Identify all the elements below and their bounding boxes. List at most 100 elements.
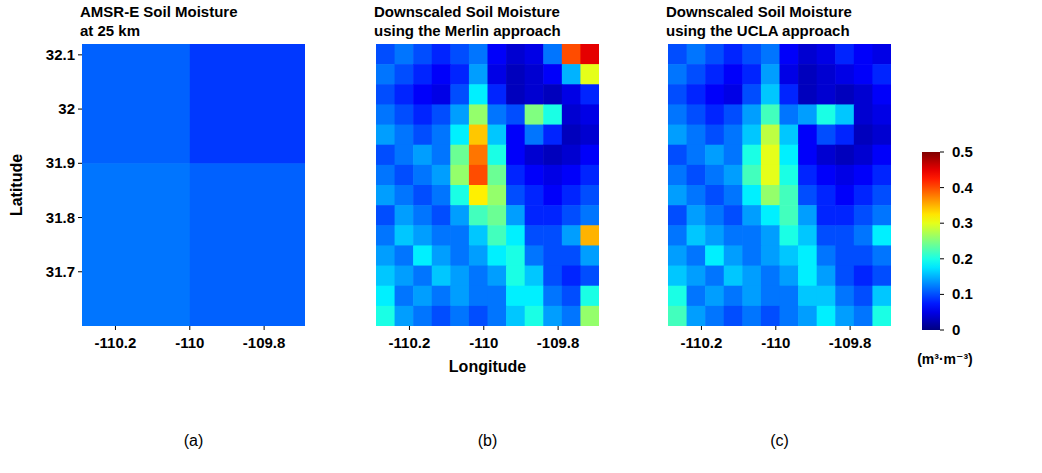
cell — [562, 266, 581, 287]
cell — [506, 225, 525, 246]
cells — [376, 44, 599, 326]
cell — [525, 64, 544, 85]
cell — [854, 245, 873, 266]
cell — [376, 44, 395, 65]
cell — [376, 185, 395, 206]
cell — [742, 165, 761, 186]
cell — [395, 84, 414, 105]
cell — [376, 145, 395, 166]
cell — [488, 104, 507, 125]
y-tick-label: 31.9 — [46, 154, 75, 171]
x-tick-label: -110.2 — [681, 334, 723, 351]
cell — [432, 225, 451, 246]
cell — [580, 44, 599, 65]
cell — [780, 44, 799, 65]
cell — [835, 245, 854, 266]
cell — [798, 44, 817, 65]
cell — [780, 165, 799, 186]
cell — [780, 84, 799, 105]
colorbar: 00.10.20.30.40.5(m³·m⁻³) — [917, 143, 973, 367]
cell — [668, 165, 687, 186]
cell — [705, 104, 724, 125]
cell — [817, 306, 836, 326]
cell — [798, 104, 817, 125]
cell — [668, 125, 687, 146]
x-tick — [115, 326, 116, 330]
colorbar-tick-label: 0 — [952, 321, 960, 338]
cell — [562, 145, 581, 166]
cell — [450, 44, 469, 65]
cell — [413, 286, 432, 307]
cell — [562, 104, 581, 125]
cell — [413, 225, 432, 246]
cell — [854, 165, 873, 186]
cell — [854, 104, 873, 125]
cell — [395, 64, 414, 85]
cell — [506, 44, 525, 65]
x-tick — [558, 326, 559, 330]
cell — [580, 185, 599, 206]
cell — [872, 44, 891, 65]
cell — [780, 286, 799, 307]
cell — [580, 84, 599, 105]
cell — [469, 64, 488, 85]
cell — [872, 266, 891, 287]
cell — [724, 165, 743, 186]
cell — [506, 245, 525, 266]
cell — [450, 84, 469, 105]
cell — [432, 165, 451, 186]
cell — [432, 286, 451, 307]
y-tick — [78, 163, 82, 164]
cell — [854, 225, 873, 246]
cell — [395, 245, 414, 266]
x-tick — [701, 326, 702, 330]
cell — [742, 84, 761, 105]
cell — [835, 84, 854, 105]
cell — [82, 163, 190, 326]
cell — [798, 205, 817, 226]
cell — [525, 84, 544, 105]
cell — [742, 286, 761, 307]
cell — [761, 225, 780, 246]
cell — [395, 185, 414, 206]
cell — [687, 185, 706, 206]
cell — [488, 64, 507, 85]
cell — [687, 165, 706, 186]
title-line: using the Merlin approach — [374, 22, 561, 39]
cell — [562, 306, 581, 326]
cell — [687, 84, 706, 105]
cell — [742, 205, 761, 226]
cell — [525, 104, 544, 125]
cell — [872, 205, 891, 226]
cell — [817, 266, 836, 287]
cell — [413, 245, 432, 266]
cell — [835, 185, 854, 206]
cell — [780, 125, 799, 146]
cell — [705, 306, 724, 326]
panel-label: (c) — [770, 432, 789, 449]
x-tick-label: -110 — [469, 334, 498, 351]
cell — [525, 205, 544, 226]
panel: -110.2-110-109.8Downscaled Soil Moisture… — [374, 3, 600, 449]
cell — [668, 245, 687, 266]
cell — [724, 205, 743, 226]
cell — [687, 306, 706, 326]
cell — [761, 286, 780, 307]
cell — [543, 286, 562, 307]
cell — [872, 286, 891, 307]
cell — [872, 145, 891, 166]
x-tick — [483, 326, 484, 330]
cell — [488, 44, 507, 65]
cell — [580, 306, 599, 326]
cell — [668, 64, 687, 85]
cell — [432, 44, 451, 65]
cell — [376, 306, 395, 326]
cell — [562, 84, 581, 105]
cell — [395, 286, 414, 307]
cell — [413, 306, 432, 326]
y-tick-label: 32 — [58, 100, 75, 117]
cell — [562, 185, 581, 206]
cell — [506, 145, 525, 166]
cell — [742, 266, 761, 287]
title-line: Downscaled Soil Moisture — [374, 3, 560, 20]
